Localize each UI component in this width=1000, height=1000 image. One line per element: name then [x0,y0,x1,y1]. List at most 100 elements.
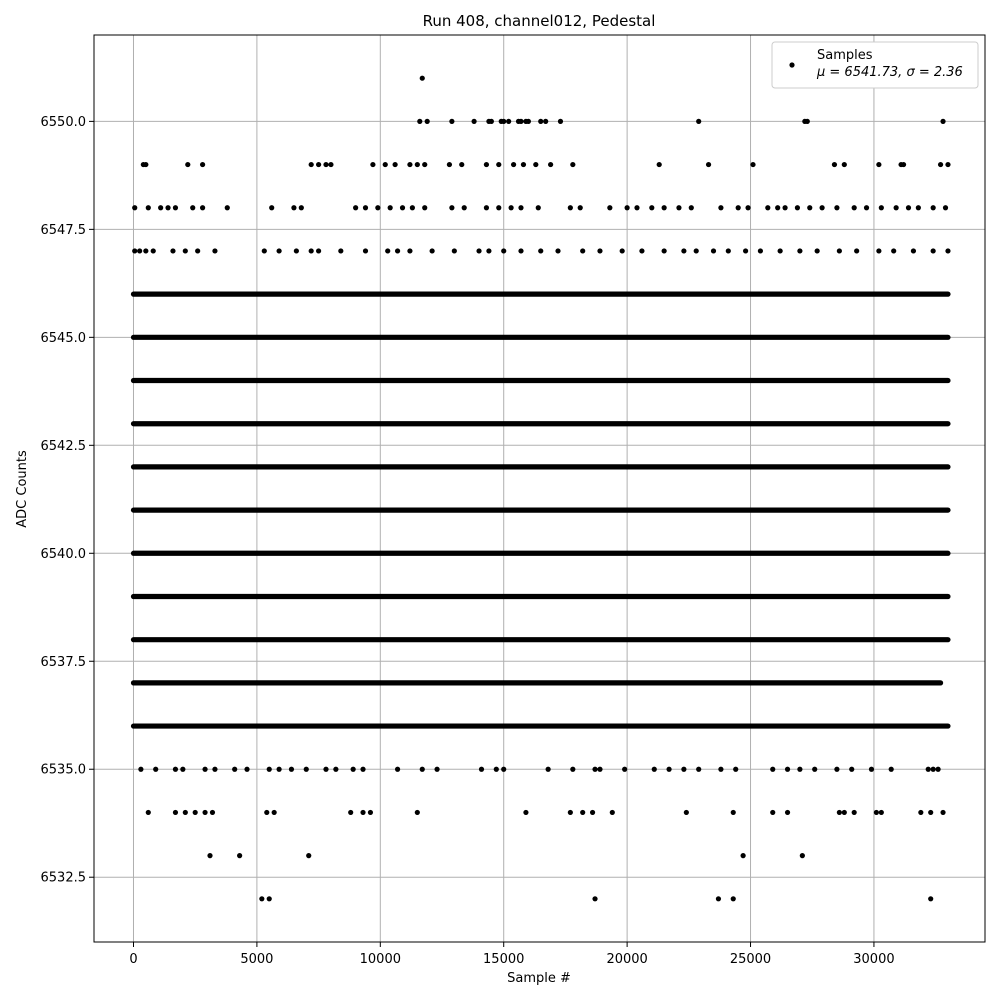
data-point [138,766,144,772]
data-point [624,205,630,211]
data-point [925,766,931,772]
data-point [750,161,756,168]
data-point [782,205,788,211]
data-point [185,161,191,168]
data-point [945,248,951,254]
data-point [316,161,322,168]
data-point [656,161,662,168]
data-point [799,853,805,859]
data-point [930,205,936,211]
data-point [730,896,736,902]
data-point [414,161,420,168]
data-point [915,205,921,211]
data-point [520,161,527,168]
data-point [940,809,946,816]
data-point [878,205,884,211]
x-tick-label: 10000 [360,952,401,967]
y-tick-label: 6545.0 [41,331,87,346]
plot-frame [93,34,986,943]
data-point [192,809,198,816]
data-point [742,248,749,254]
data-point [360,766,366,772]
data-point [945,161,951,168]
data-point [298,205,304,211]
data-point [937,161,944,168]
data-point [891,248,897,254]
data-point [478,766,485,772]
legend-marker [789,62,795,68]
data-point [158,205,164,211]
y-tick-label: 6532.5 [41,871,87,886]
data-point [696,766,702,772]
data-point [819,205,825,211]
data-point [132,248,138,254]
data-point [851,205,857,211]
data-point [316,248,322,254]
x-tick-label: 0 [129,952,137,967]
data-point [271,809,277,816]
data-point [543,118,549,124]
data-point [259,896,265,902]
data-point [567,205,573,211]
data-point [170,248,176,254]
data-point [261,248,267,254]
data-point [446,161,453,168]
data-point [567,809,573,816]
data-point [288,766,295,772]
data-point [207,853,213,859]
chart-title: Run 408, channel012, Pedestal [423,12,656,30]
data-point [180,766,186,772]
legend-entry-stats: μ = 6541.73, σ = 2.36 [816,65,963,80]
data-point [212,248,218,254]
data-point [893,205,899,211]
data-point [607,205,613,211]
data-point [145,809,151,816]
data-point [508,205,514,211]
data-point [765,205,771,211]
grid-lines [94,35,985,942]
data-point [676,205,682,211]
data-point [841,809,847,816]
data-point [419,75,425,81]
data-point [570,161,576,168]
data-point [688,205,694,211]
data-point [244,766,250,772]
data-point [172,766,179,772]
data-point [264,809,270,816]
data-point [150,248,156,254]
y-tick-label: 6542.5 [41,439,87,454]
data-point [831,161,838,168]
data-point [940,118,946,124]
data-point [851,809,857,816]
data-point [153,766,159,772]
data-point [836,248,842,254]
data-point [797,766,803,772]
data-point [417,118,423,124]
data-point [841,161,847,168]
data-point [202,766,208,772]
data-point [930,766,936,772]
data-point [333,766,339,772]
y-axis-label: ADC Counts [15,450,30,528]
data-point [735,205,741,211]
data-point [493,766,499,772]
data-point [538,248,544,254]
data-point [232,766,238,772]
data-point [143,248,149,254]
data-point [293,248,299,254]
data-point [577,205,583,211]
data-point [488,118,494,124]
data-point [429,248,435,254]
data-point [733,766,739,772]
data-point [394,248,401,254]
data-point [510,161,517,168]
data-point [651,766,657,772]
data-point [137,248,143,254]
data-point [303,766,309,772]
data-point [182,809,188,816]
data-point [407,161,413,168]
data-point [693,248,699,254]
data-point [639,248,645,254]
data-point [730,809,736,816]
data-point [414,809,420,816]
